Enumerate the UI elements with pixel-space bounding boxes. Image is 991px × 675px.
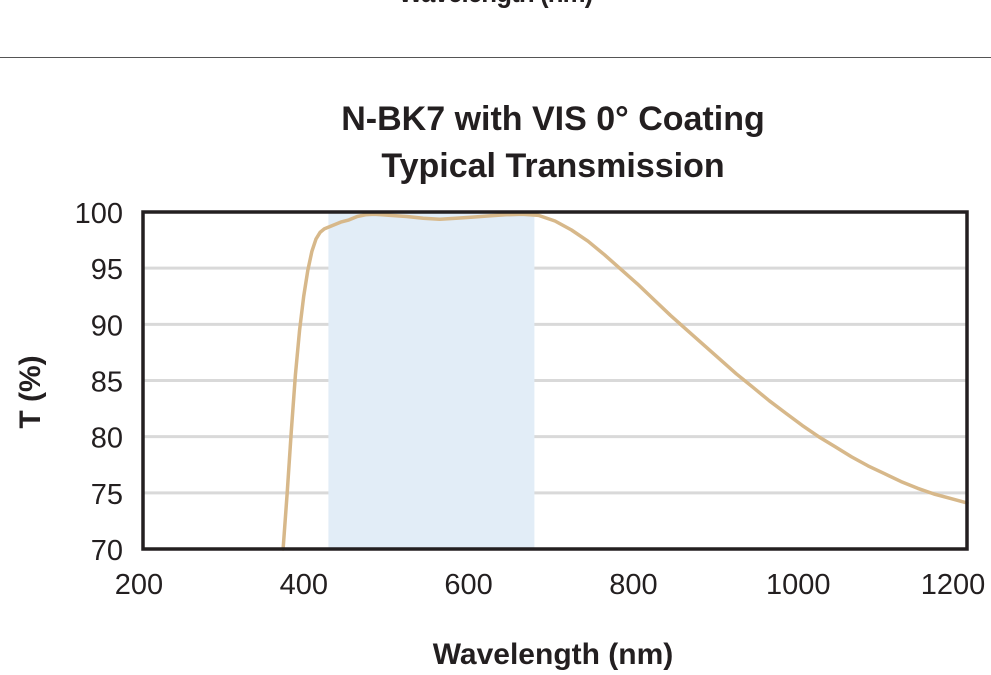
y-axis-title: T (%) <box>14 355 47 428</box>
y-tick-label-70: 70 <box>91 535 123 567</box>
x-tick-label-1200: 1200 <box>921 569 986 601</box>
x-tick-labels: 200 400 600 800 1000 1200 <box>115 569 985 601</box>
y-tick-label-80: 80 <box>91 423 123 455</box>
highlight-band <box>328 212 535 549</box>
x-tick-label-600: 600 <box>444 569 492 601</box>
y-tick-label-95: 95 <box>91 254 123 286</box>
series-line-0 <box>281 212 969 551</box>
y-tick-label-90: 90 <box>91 310 123 342</box>
chart-title-line-1: N-BK7 with VIS 0° Coating <box>341 100 765 138</box>
section-divider <box>0 57 991 58</box>
series-group <box>281 212 969 551</box>
x-tick-label-1000: 1000 <box>766 569 831 601</box>
x-tick-label-200: 200 <box>115 569 163 601</box>
plot-frame-group <box>141 210 969 551</box>
cut-off-axis-label: Wavelength (nm) <box>69 0 921 10</box>
y-tick-label-75: 75 <box>91 479 123 511</box>
y-tick-label-85: 85 <box>91 367 123 399</box>
y-tick-labels: 70 75 80 85 90 95 100 <box>75 198 123 567</box>
x-tick-label-400: 400 <box>280 569 328 601</box>
plot-frame <box>141 210 969 551</box>
grid-lines <box>143 266 967 495</box>
highlight-band-group <box>328 212 535 549</box>
chart-title-line-2: Typical Transmission <box>381 147 724 185</box>
x-tick-label-800: 800 <box>609 569 657 601</box>
x-axis-title: Wavelength (nm) <box>433 638 674 671</box>
y-tick-label-100: 100 <box>75 198 123 230</box>
